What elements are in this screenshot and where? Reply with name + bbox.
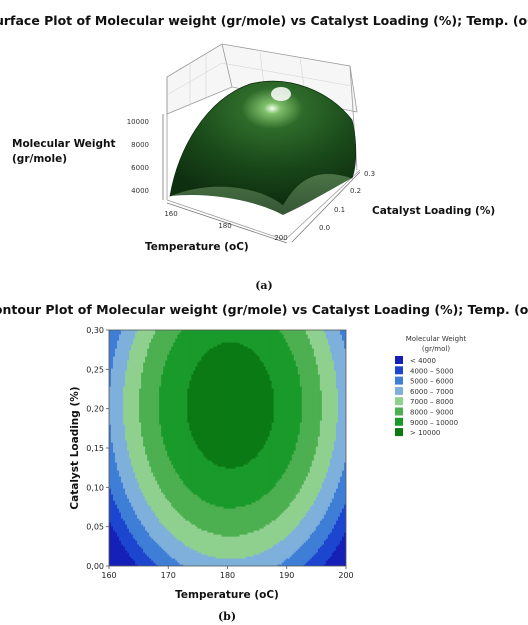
contour-ticks: 160 170 180 190 200 0,00 0,05 0,10 0,15 0,20 0,25 0… <box>86 326 353 580</box>
legend-title-line2: (gr/mol) <box>422 345 450 353</box>
legend-swatch <box>395 428 403 437</box>
x3d-tick-160: 160 <box>164 210 177 218</box>
contour-x-axis-label: Temperature (oC) <box>175 589 279 601</box>
y3d-tick-0: 0.0 <box>319 224 330 232</box>
legend-label: 5000 – 6000 <box>410 378 454 386</box>
x3d-tick-200: 200 <box>274 234 287 242</box>
contour-x-tick-label: 180 <box>220 571 235 580</box>
z-tick-6000: 6000 <box>131 164 149 172</box>
legend-label: 9000 – 10000 <box>410 419 458 427</box>
caption-b: (b) <box>218 610 236 623</box>
legend-swatch <box>395 417 403 426</box>
contour-y-tick-label: 0,00 <box>86 562 104 571</box>
contour-plot-panel: Contour Plot of Molecular weight (gr/mol… <box>0 302 528 623</box>
contour-y-tick-label: 0,10 <box>86 483 104 492</box>
contour-bands <box>109 330 346 566</box>
surface-front-axes <box>162 114 361 244</box>
contour-y-tick-label: 0,15 <box>86 444 104 453</box>
legend-swatch <box>395 376 403 385</box>
legend-label: < 4000 <box>410 357 436 365</box>
z-axis-label-line2: (gr/mole) <box>12 153 67 165</box>
contour-legend: Molecular Weight (gr/mol) < 4000 4000 – 5… <box>395 335 467 437</box>
y3d-tick-0-2: 0.2 <box>350 187 361 195</box>
legend-label: 7000 – 8000 <box>410 398 454 406</box>
contour-x-tick-label: 200 <box>338 571 353 580</box>
y-axis-label-3d: Catalyst Loading (%) <box>372 205 495 217</box>
legend-label: 4000 – 5000 <box>410 367 454 375</box>
surface-highlight <box>271 87 291 101</box>
x3d-tick-180: 180 <box>218 222 231 230</box>
y3d-tick-0-1: 0.1 <box>334 206 345 214</box>
legend-label: 6000 – 7000 <box>410 388 454 396</box>
z-tick-4000: 4000 <box>131 187 149 195</box>
contour-x-tick-label: 190 <box>279 571 294 580</box>
legend-label: > 10000 <box>410 429 440 437</box>
contour-plot-title: Contour Plot of Molecular weight (gr/mol… <box>0 302 528 317</box>
z-tick-10000: 10000 <box>127 118 149 126</box>
x-axis-label-3d: Temperature (oC) <box>145 241 249 253</box>
legend-swatch <box>395 397 403 406</box>
contour-x-tick-label: 170 <box>161 571 176 580</box>
legend-swatch <box>395 386 403 395</box>
legend-title-line1: Molecular Weight <box>406 335 467 343</box>
contour-y-tick-label: 0,20 <box>86 405 104 414</box>
caption-a: (a) <box>255 279 273 292</box>
surface-plot-title: Surface Plot of Molecular weight (gr/mol… <box>0 13 528 28</box>
contour-y-tick-label: 0,25 <box>86 365 104 374</box>
y3d-tick-0-3: 0.3 <box>364 170 375 178</box>
legend-swatch <box>395 356 403 364</box>
legend-label: 8000 – 9000 <box>410 409 454 417</box>
surface-underside <box>170 173 352 215</box>
contour-y-axis-label: Catalyst Loading (%) <box>69 386 81 509</box>
z-axis-label-line1: Molecular Weight <box>12 138 116 150</box>
legend-swatch <box>395 366 403 375</box>
legend-swatch <box>395 407 403 416</box>
contour-x-tick-label: 160 <box>101 571 116 580</box>
z-tick-8000: 8000 <box>131 141 149 149</box>
surface-plot-panel: Surface Plot of Molecular weight (gr/mol… <box>0 13 528 292</box>
contour-y-tick-label: 0,30 <box>86 326 104 335</box>
contour-y-tick-label: 0,05 <box>86 523 104 532</box>
